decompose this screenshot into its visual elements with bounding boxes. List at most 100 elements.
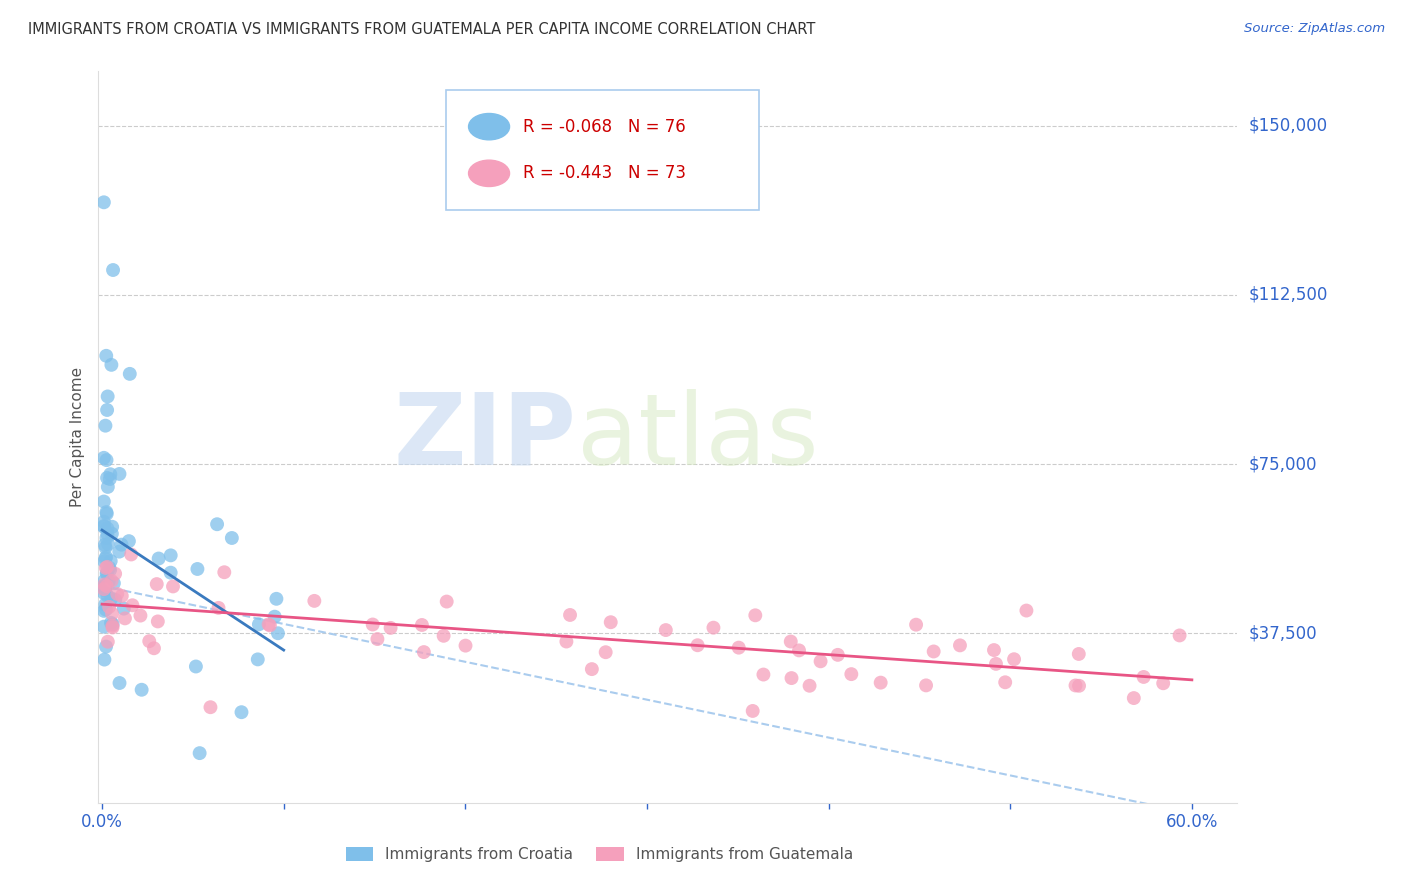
- Point: [162, 579, 184, 593]
- Point: [93, 604, 115, 618]
- Point: [1067, 679, 1090, 693]
- Point: [214, 566, 236, 580]
- Point: [96, 527, 118, 541]
- Point: [93, 195, 115, 210]
- Point: [101, 619, 124, 633]
- Point: [905, 617, 928, 632]
- Point: [93, 494, 115, 508]
- Point: [97, 574, 120, 589]
- Point: [1152, 676, 1174, 690]
- Point: [361, 617, 384, 632]
- Point: [436, 594, 458, 608]
- Point: [100, 358, 122, 372]
- Point: [205, 517, 228, 532]
- Point: [97, 537, 120, 551]
- Point: [94, 418, 117, 433]
- Point: [159, 566, 181, 580]
- Point: [304, 594, 326, 608]
- Point: [780, 671, 803, 685]
- Point: [581, 662, 603, 676]
- Point: [97, 634, 120, 648]
- Point: [104, 566, 127, 581]
- Text: $75,000: $75,000: [1249, 455, 1317, 473]
- Point: [93, 450, 115, 465]
- Point: [96, 471, 118, 485]
- Point: [101, 520, 124, 534]
- Point: [98, 560, 121, 574]
- Point: [96, 559, 118, 574]
- Point: [94, 538, 117, 552]
- Point: [655, 623, 678, 637]
- Point: [994, 675, 1017, 690]
- Point: [93, 580, 115, 594]
- Text: R = -0.443   N = 73: R = -0.443 N = 73: [523, 164, 686, 182]
- Point: [145, 577, 167, 591]
- Point: [114, 611, 136, 625]
- Point: [702, 621, 724, 635]
- Point: [869, 675, 891, 690]
- Point: [146, 615, 169, 629]
- Point: [131, 682, 153, 697]
- Point: [366, 632, 388, 646]
- Point: [94, 561, 117, 575]
- Point: [129, 608, 152, 623]
- Point: [1132, 670, 1154, 684]
- Point: [827, 648, 849, 662]
- Point: [257, 617, 280, 632]
- Text: IMMIGRANTS FROM CROATIA VS IMMIGRANTS FROM GUATEMALA PER CAPITA INCOME CORRELATI: IMMIGRANTS FROM CROATIA VS IMMIGRANTS FR…: [28, 22, 815, 37]
- Point: [949, 639, 972, 653]
- Point: [108, 676, 131, 690]
- FancyBboxPatch shape: [446, 90, 759, 211]
- Point: [1168, 628, 1191, 642]
- Point: [110, 538, 132, 552]
- Text: $150,000: $150,000: [1249, 117, 1327, 135]
- Point: [231, 705, 253, 719]
- Point: [686, 638, 709, 652]
- Point: [101, 526, 124, 541]
- Point: [94, 541, 117, 555]
- Point: [93, 519, 115, 533]
- Point: [555, 634, 578, 648]
- Point: [96, 349, 118, 363]
- Text: atlas: atlas: [576, 389, 818, 485]
- Point: [98, 563, 121, 577]
- Point: [93, 554, 115, 568]
- Text: $37,500: $37,500: [1249, 624, 1317, 642]
- Point: [104, 592, 127, 607]
- Point: [186, 562, 208, 576]
- Point: [810, 654, 832, 668]
- Text: ZIP: ZIP: [394, 389, 576, 485]
- Point: [96, 505, 118, 519]
- Point: [96, 531, 118, 545]
- Point: [101, 607, 124, 621]
- Point: [454, 639, 477, 653]
- Point: [96, 579, 118, 593]
- Point: [97, 480, 120, 494]
- Point: [247, 617, 270, 632]
- Point: [741, 704, 763, 718]
- Point: [184, 659, 207, 673]
- Y-axis label: Per Capita Income: Per Capita Income: [70, 367, 86, 508]
- Point: [105, 587, 128, 601]
- Point: [108, 467, 131, 481]
- Point: [207, 601, 229, 615]
- Point: [1122, 691, 1144, 706]
- Point: [922, 644, 945, 658]
- Point: [984, 657, 1007, 671]
- Point: [1015, 603, 1038, 617]
- Point: [118, 534, 141, 549]
- Point: [98, 467, 121, 482]
- Point: [121, 599, 143, 613]
- Point: [94, 598, 117, 612]
- Point: [200, 700, 222, 714]
- Point: [108, 544, 131, 558]
- Point: [779, 634, 801, 648]
- Point: [433, 629, 456, 643]
- Point: [246, 652, 269, 666]
- Point: [841, 667, 863, 681]
- Text: $112,500: $112,500: [1249, 285, 1327, 304]
- Point: [412, 645, 434, 659]
- Point: [411, 618, 433, 632]
- Point: [96, 522, 118, 536]
- Point: [983, 643, 1005, 657]
